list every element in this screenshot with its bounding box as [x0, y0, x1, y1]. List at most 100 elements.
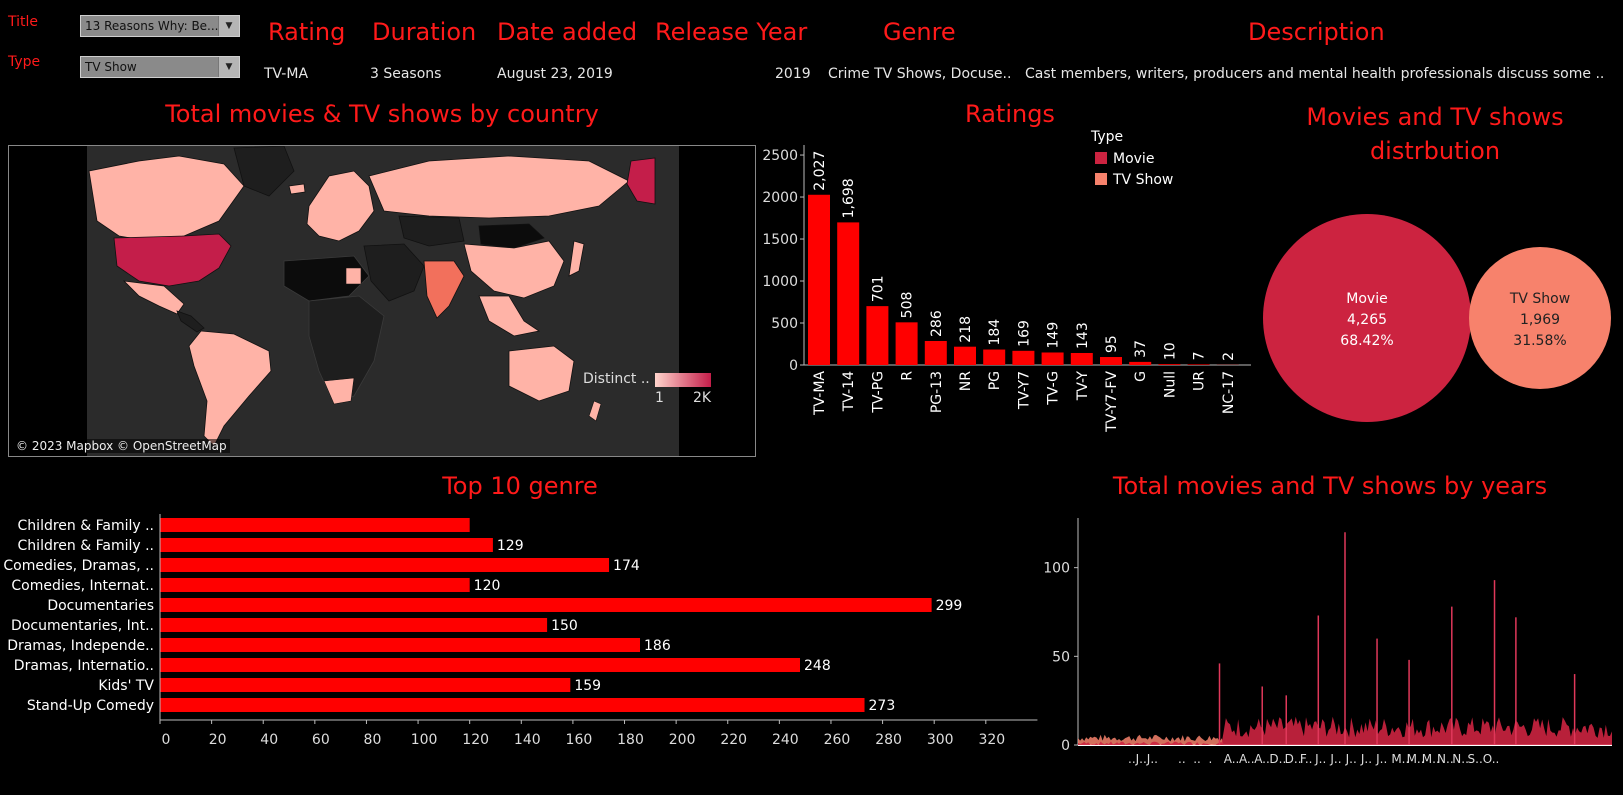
ratings-category-label: TV-Y7-FV	[1104, 371, 1120, 433]
ratings-bar[interactable]	[1070, 352, 1093, 365]
ratings-y-tick: 1000	[762, 274, 798, 290]
date-added-value: August 23, 2019	[497, 66, 613, 82]
years-x-tick: J..	[1345, 752, 1357, 766]
years-y-tick: 50	[1052, 649, 1070, 665]
years-x-tick: M..	[1422, 752, 1440, 766]
ratings-bar[interactable]	[924, 340, 947, 365]
genre-x-tick: 260	[824, 732, 851, 748]
distribution-chart: Movie 4,265 68.42% TV Show 1,969 31.58%	[1263, 214, 1611, 422]
genre-bar[interactable]	[160, 578, 470, 592]
genre-category-label: Documentaries, Int..	[11, 618, 154, 634]
genre-x-tick: 300	[927, 732, 954, 748]
legend-tvshow[interactable]: TV Show	[1095, 172, 1173, 188]
canada-shape	[88, 155, 245, 242]
ratings-y-tick: 2500	[762, 148, 798, 164]
iceland-shape	[288, 183, 306, 195]
ratings-bar[interactable]	[1129, 361, 1152, 365]
chevron-down-icon[interactable]: ▼	[218, 16, 239, 36]
map-legend-title: Distinct ..	[583, 371, 650, 387]
years-tvshow-area[interactable]	[1078, 734, 1612, 745]
legend-movie-swatch	[1095, 152, 1107, 164]
ratings-bar[interactable]	[1187, 364, 1210, 365]
genre-x-tick: 0	[162, 732, 171, 748]
years-x-tick: N..	[1452, 752, 1469, 766]
description-value: Cast members, writers, producers and men…	[1025, 66, 1605, 82]
ratings-category-label: TV-PG	[870, 371, 886, 414]
legend-movie[interactable]: Movie	[1095, 151, 1154, 167]
genre-category-label: Dramas, Independe..	[7, 638, 154, 654]
genre-bar[interactable]	[160, 538, 493, 552]
map-title: Total movies & TV shows by country	[165, 100, 599, 128]
ratings-bar[interactable]	[954, 346, 976, 365]
genre-category-label: Dramas, Internatio..	[14, 658, 154, 674]
duration-header: Duration	[372, 18, 477, 46]
genre-x-tick: 60	[312, 732, 330, 748]
genre-bar[interactable]	[160, 698, 865, 712]
australia-shape	[508, 345, 575, 402]
legend-tvshow-swatch	[1095, 173, 1107, 185]
ratings-bar[interactable]	[1012, 350, 1035, 365]
chevron-down-icon[interactable]: ▼	[218, 57, 239, 77]
ratings-value-label: 184	[987, 319, 1003, 346]
genre-bar[interactable]	[160, 618, 548, 632]
title-filter-value: 13 Reasons Why: Be...	[85, 19, 219, 33]
genre-x-tick: 180	[617, 732, 644, 748]
ratings-value-label: 7	[1192, 351, 1208, 360]
genre-bar[interactable]	[160, 518, 470, 532]
genre-value-label: 159	[574, 678, 601, 694]
india-shape	[423, 260, 465, 319]
genre-x-tick: 100	[411, 732, 438, 748]
africa-north-shape	[283, 255, 370, 302]
type-filter-select[interactable]: TV Show ▼	[80, 56, 240, 78]
tvshow-bubble-pct: 31.58%	[1513, 333, 1566, 349]
tvshow-bubble[interactable]	[1469, 247, 1611, 389]
ratings-bar[interactable]	[895, 322, 918, 365]
usa-shape	[113, 233, 232, 287]
ratings-category-label: TV-MA	[812, 371, 828, 416]
genre-bar[interactable]	[160, 558, 610, 572]
years-x-tick: A..	[1224, 752, 1240, 766]
ratings-bar[interactable]	[808, 194, 830, 365]
genre-value: Crime TV Shows, Docuse..	[828, 66, 1012, 82]
genre-value-label: 273	[869, 698, 896, 714]
ratings-y-tick: 0	[789, 358, 798, 374]
years-x-tick: J..	[1360, 752, 1372, 766]
genre-category-label: Children & Family ..	[18, 538, 154, 554]
world-map-svg	[87, 146, 711, 456]
genre-chart: Children & Family .. Children & Family ..…	[3, 514, 1038, 748]
years-x-tick: ..	[1178, 752, 1186, 766]
genre-bar[interactable]	[160, 678, 571, 692]
ratings-title: Ratings	[965, 100, 1055, 128]
country-map[interactable]: Distinct .. 1 2K © 2023 Mapbox © OpenStr…	[8, 145, 756, 457]
years-x-tick: J..	[1329, 752, 1341, 766]
genre-value-label: 299	[936, 598, 963, 614]
new-zealand-shape	[588, 400, 602, 422]
ratings-value-label: 10	[1162, 342, 1178, 360]
genre-x-tick: 80	[364, 732, 382, 748]
years-y-tick: 0	[1061, 738, 1070, 754]
europe-shape	[306, 170, 375, 242]
title-filter-select[interactable]: 13 Reasons Why: Be... ▼	[80, 15, 240, 37]
ratings-category-label: TV-14	[841, 371, 857, 412]
genre-bar[interactable]	[160, 638, 640, 652]
ratings-bar[interactable]	[1158, 364, 1181, 365]
movie-bubble-value: 4,265	[1347, 312, 1387, 328]
ratings-bar[interactable]	[1041, 352, 1064, 365]
genre-category-label: Kids' TV	[98, 678, 154, 694]
type-filter-label: Type	[8, 54, 41, 70]
years-x-tick: .	[1208, 752, 1212, 766]
ratings-bar[interactable]	[983, 349, 1006, 365]
type-filter-value: TV Show	[85, 60, 137, 74]
ratings-bar[interactable]	[837, 222, 860, 365]
alaska-shape	[626, 157, 656, 205]
genre-bar[interactable]	[160, 658, 800, 672]
movie-bubble[interactable]	[1263, 214, 1471, 422]
years-x-tick: N..	[1437, 752, 1454, 766]
legend-movie-label: Movie	[1113, 151, 1155, 167]
genre-bar[interactable]	[160, 598, 932, 612]
ratings-bar[interactable]	[1100, 357, 1122, 365]
ratings-bar[interactable]	[866, 306, 889, 365]
ratings-y-tick: 1500	[762, 232, 798, 248]
kazakhstan-shape	[398, 215, 465, 247]
